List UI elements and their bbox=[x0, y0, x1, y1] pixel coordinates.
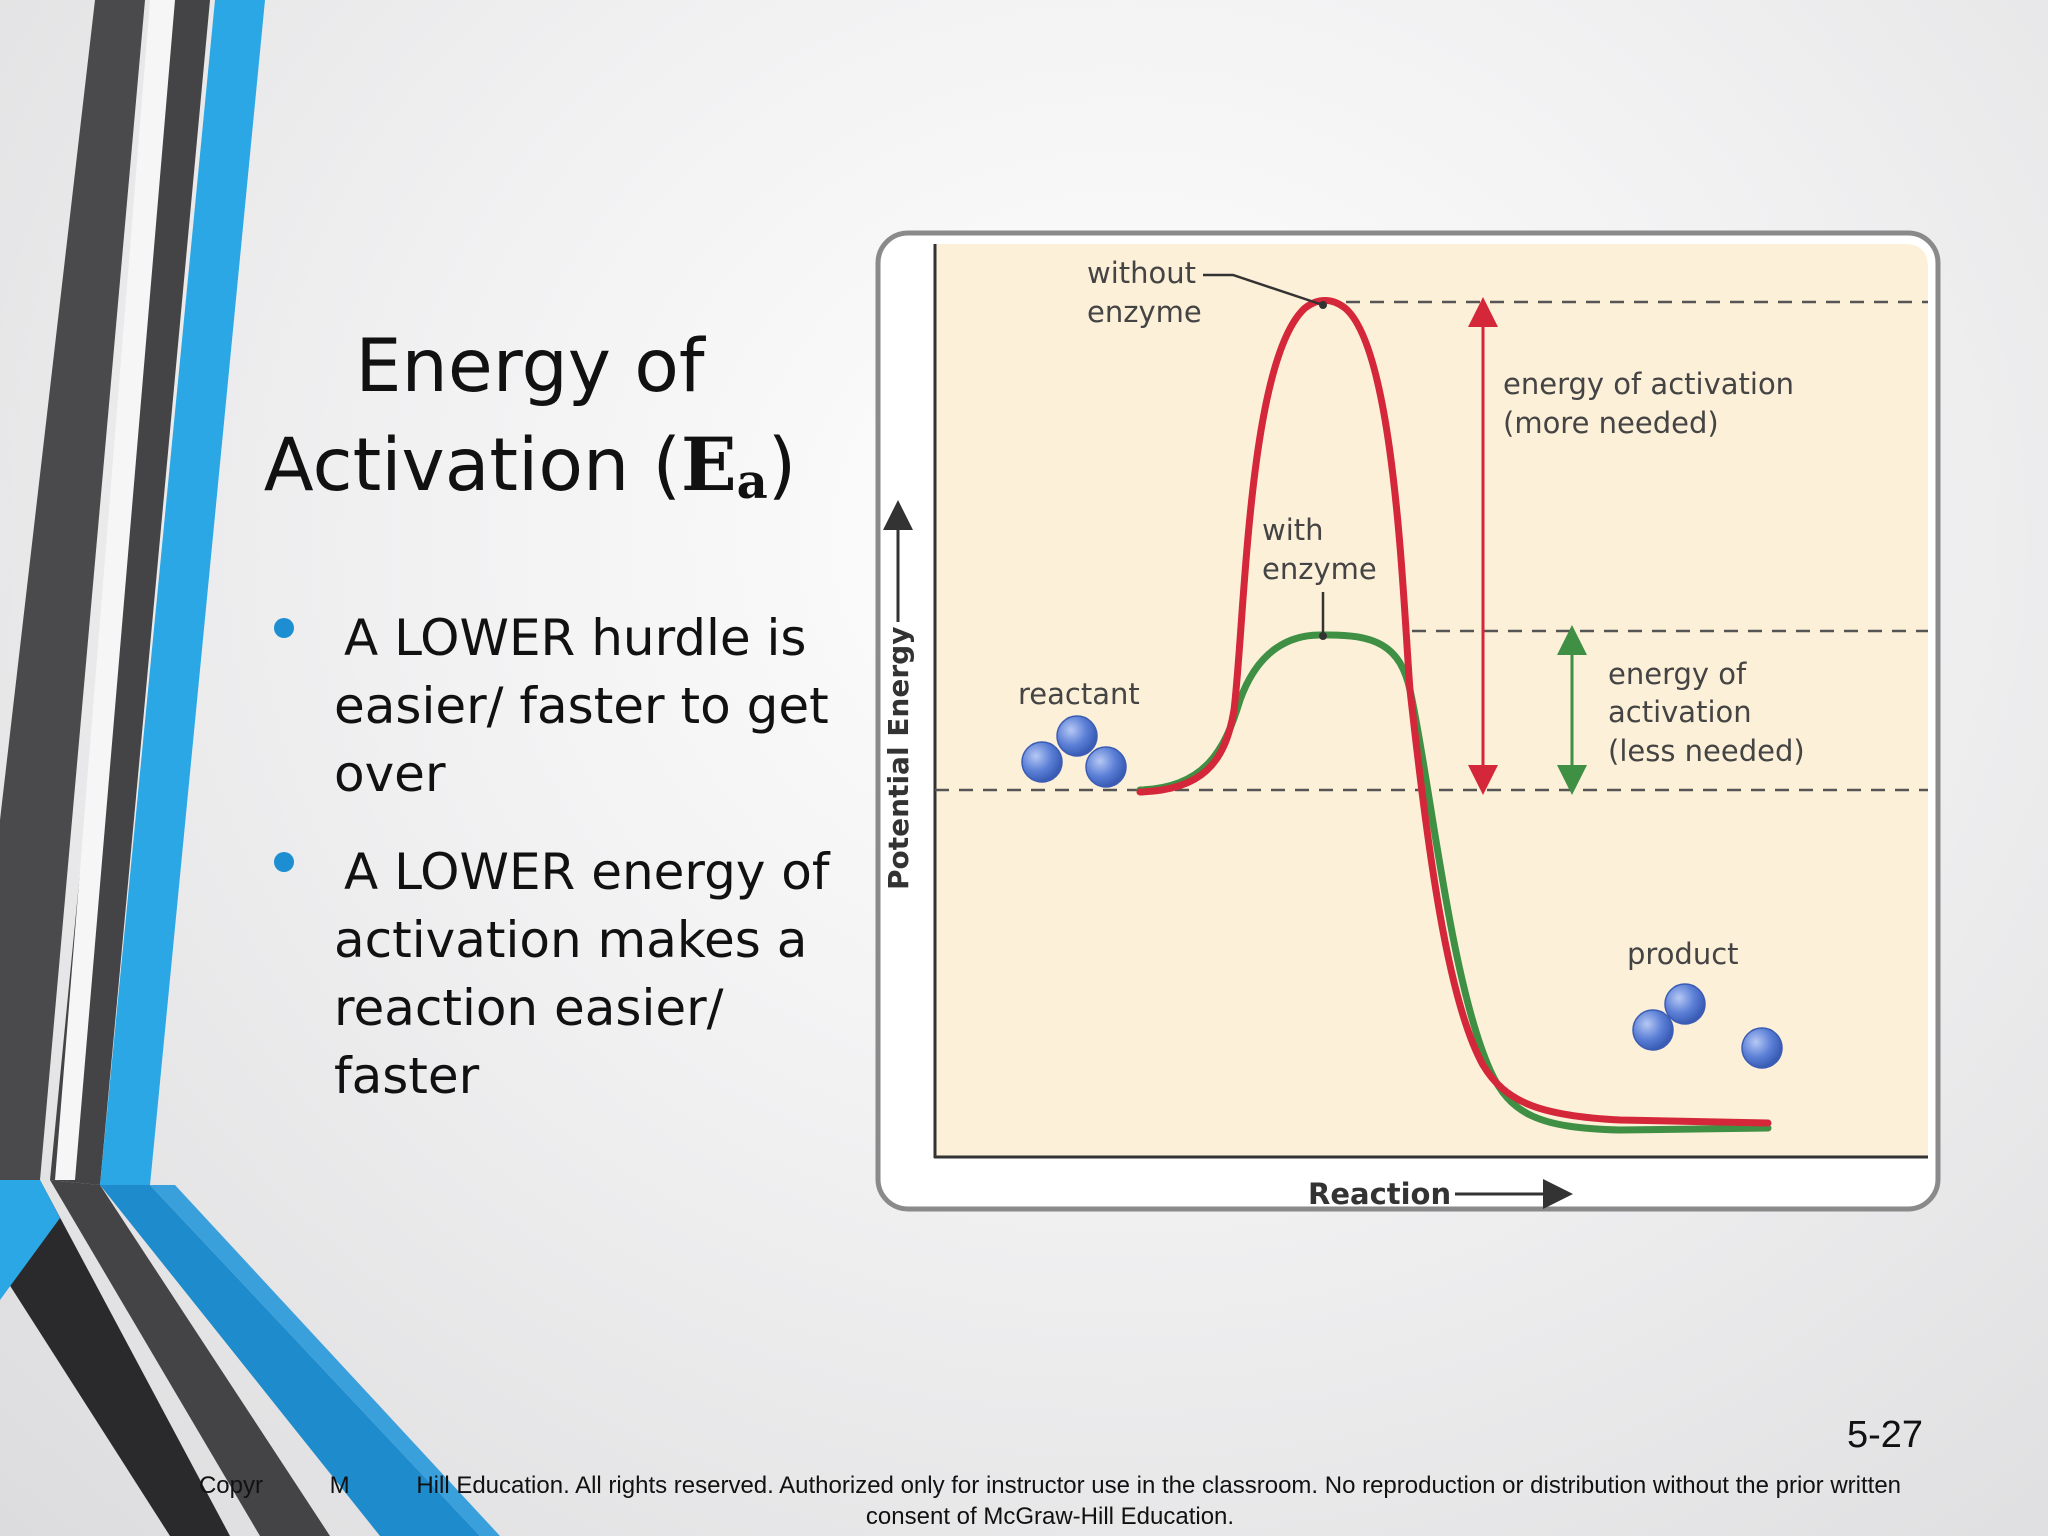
bullet-item: A LOWER energy of activation makes a rea… bbox=[270, 838, 830, 1110]
x-axis-label: Reaction bbox=[1308, 1177, 1451, 1211]
title-line-2-suffix: ) bbox=[767, 423, 797, 508]
without-enzyme-curve bbox=[1136, 297, 1772, 1127]
reactant-molecules-icon bbox=[1021, 715, 1127, 788]
ea-subscript: a bbox=[736, 454, 768, 510]
bullet-dot-icon bbox=[274, 852, 294, 872]
label-ea-more: energy of activation (more needed) bbox=[1503, 367, 1803, 440]
y-axis-label-group: Potential Energy bbox=[882, 500, 915, 890]
label-with-enzyme-line1: with bbox=[1262, 513, 1324, 547]
label-without-enzyme-line1: without bbox=[1087, 256, 1196, 290]
with-enzyme-peak-dot bbox=[1319, 632, 1327, 640]
copyright-line-2: consent of McGraw-Hill Education. bbox=[865, 1503, 1235, 1530]
bullet-text: A LOWER hurdle is easier/ faster to get … bbox=[334, 609, 829, 803]
bullet-text: A LOWER energy of activation makes a rea… bbox=[334, 843, 830, 1105]
copyright-notice: Copyr M Hill Education. All rights reser… bbox=[120, 1470, 1980, 1532]
without-enzyme-peak-dot bbox=[1319, 301, 1327, 309]
label-ea-less-line3: (less needed) bbox=[1608, 734, 1805, 768]
bullet-item: A LOWER hurdle is easier/ faster to get … bbox=[270, 604, 830, 808]
bullet-list: A LOWER hurdle is easier/ faster to get … bbox=[270, 604, 830, 1140]
title-line-2: Activation (Ea) bbox=[230, 416, 830, 531]
diagram-plot-area bbox=[935, 244, 1928, 1156]
label-with-enzyme-line2: enzyme bbox=[1262, 552, 1377, 586]
title-line-1: Energy of bbox=[355, 324, 705, 409]
y-axis-label: Potential Energy bbox=[882, 627, 915, 890]
label-without-enzyme: without enzyme bbox=[1087, 256, 1205, 329]
slide-number: 5-27 bbox=[1846, 1414, 1923, 1456]
label-reactant: reactant bbox=[1018, 677, 1140, 711]
without-enzyme-leader bbox=[1203, 273, 1324, 307]
product-molecules-icon bbox=[1632, 983, 1783, 1069]
ea-symbol: Ea bbox=[680, 422, 768, 510]
label-ea-less-line2: activation bbox=[1608, 695, 1752, 729]
ea-letter: E bbox=[680, 422, 737, 508]
label-ea-less-line1: energy of bbox=[1608, 657, 1747, 691]
label-ea-less: energy of activation (less needed) bbox=[1608, 657, 1805, 768]
slide-title: Energy of Activation (Ea) bbox=[230, 318, 830, 531]
label-without-enzyme-line2: enzyme bbox=[1087, 295, 1202, 329]
title-line-2-prefix: Activation ( bbox=[263, 423, 681, 508]
label-with-enzyme: with enzyme bbox=[1262, 513, 1377, 586]
label-ea-more-line1: energy of activation bbox=[1503, 367, 1794, 401]
copyright-line-1: Copyr M Hill Education. All rights reser… bbox=[198, 1472, 1902, 1499]
label-ea-more-line2: (more needed) bbox=[1503, 406, 1719, 440]
label-product: product bbox=[1627, 937, 1739, 971]
bullet-dot-icon bbox=[274, 618, 294, 638]
